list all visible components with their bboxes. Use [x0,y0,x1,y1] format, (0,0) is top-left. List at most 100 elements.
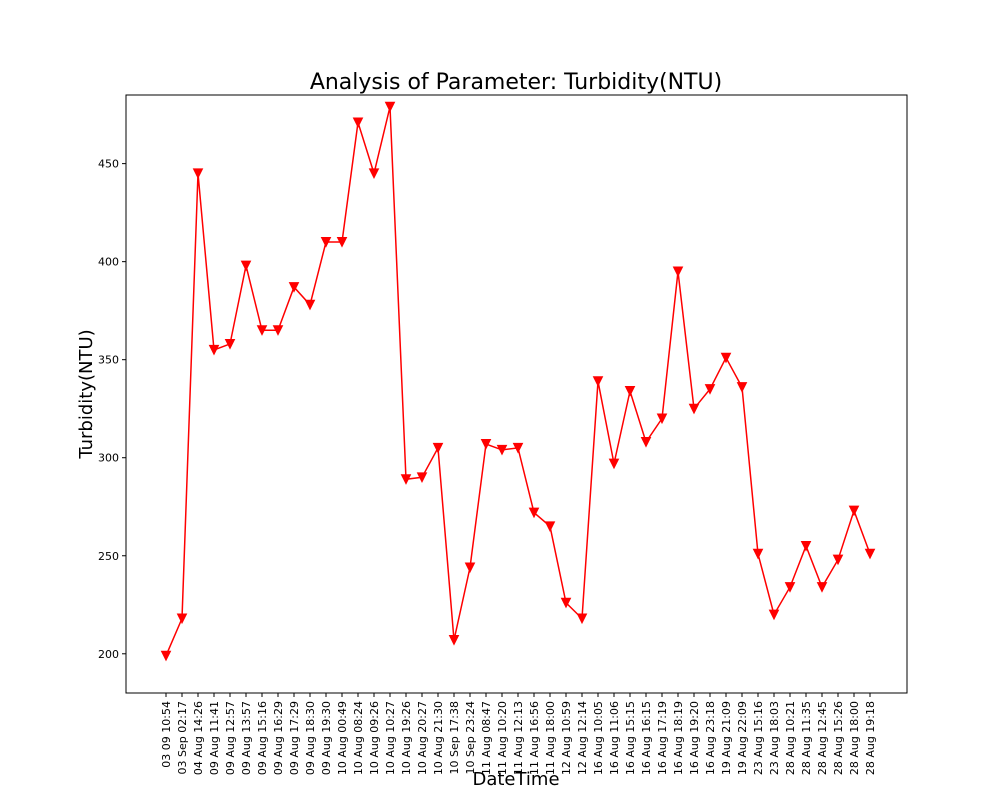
data-point-marker [272,325,284,336]
data-point-marker [560,597,572,609]
data-point-marker [544,521,556,532]
x-tick-label: 09 Aug 16:29 [272,701,285,775]
y-axis-label: Turbidity(NTU) [76,329,97,459]
chart-title: Analysis of Parameter: Turbidity(NTU) [310,70,722,95]
data-point-marker [608,458,620,470]
x-tick-label: 03 09 10:54 [160,701,173,768]
x-tick-label: 09 Aug 11:41 [208,701,221,775]
data-point-marker [352,117,364,129]
data-point-marker [816,582,828,593]
data-point-marker [640,437,652,448]
x-tick-label: 28 Aug 10:21 [784,701,797,775]
data-point-marker [256,325,268,336]
x-tick-label: 10 Aug 09:26 [368,701,381,775]
y-tick-label: 300 [98,452,119,465]
data-point-marker [704,384,716,395]
data-point-marker [576,613,588,625]
x-tick-label: 16 Aug 18:19 [672,701,685,775]
data-point-marker [592,376,604,387]
data-point-marker [464,562,476,574]
x-tick-label: 10 Aug 19:26 [400,701,413,775]
data-point-marker [832,554,844,566]
data-point-marker [304,299,316,311]
x-tick-label: 19 Aug 22:09 [736,701,749,775]
y-tick-label: 350 [98,354,119,367]
x-tick-label: 11 Aug 10:20 [496,701,509,775]
x-tick-label: 09 Aug 15:16 [256,701,269,775]
x-tick-label: 04 Aug 14:26 [192,701,205,775]
x-tick-label: 28 Aug 15:26 [832,701,845,775]
x-tick-label: 28 Aug 19:18 [864,701,877,775]
x-tick-label: 28 Aug 12:45 [816,701,829,775]
x-tick-label: 10 Aug 08:24 [352,701,365,775]
x-tick-label: 16 Aug 11:06 [608,701,621,775]
x-tick-label: 12 Aug 10:59 [560,701,573,775]
data-point-marker [528,507,540,519]
data-point-marker [624,386,636,397]
x-tick-label: 09 Aug 13:57 [240,701,253,775]
x-tick-label: 11 Aug 08:47 [480,701,493,775]
data-point-marker [192,168,204,180]
data-point-marker [672,266,684,278]
x-tick-label: 11 Aug 12:13 [512,701,525,775]
data-point-marker [752,548,764,560]
y-axis: 200 250 300 350 400 450 [98,158,126,661]
data-point-marker [720,352,732,364]
data-point-marker [432,442,444,454]
x-tick-label: 16 Aug 23:18 [704,701,717,775]
x-tick-label: 28 Aug 11:35 [800,701,813,775]
x-tick-label: 28 Aug 18:00 [848,701,861,775]
x-tick-label: 10 Aug 20:27 [416,701,429,775]
x-tick-label: 11 Aug 18:00 [544,701,557,775]
data-point-marker [496,444,508,456]
data-point-marker [160,650,172,662]
x-tick-label: 16 Aug 16:15 [640,701,653,775]
data-point-marker [240,260,252,272]
data-point-marker [416,472,428,483]
data-point-marker [784,582,796,593]
data-point-marker [320,237,332,248]
x-tick-label: 12 Aug 12:14 [576,701,589,775]
x-tick-label: 09 Aug 17:29 [288,701,301,775]
x-tick-label: 19 Aug 21:09 [720,701,733,775]
x-axis-label: DateTime [472,769,559,790]
data-point-marker [288,282,300,293]
plot-area [125,94,908,694]
x-tick-label: 09 Aug 12:57 [224,701,237,775]
x-tick-label: 16 Aug 10:05 [592,701,605,775]
x-tick-label: 10 Sep 17:38 [448,701,461,774]
data-point-marker [208,344,220,356]
x-tick-label: 09 Aug 19:30 [320,701,333,775]
x-tick-label: 23 Aug 15:16 [752,701,765,775]
data-point-marker [736,382,748,393]
data-point-marker [336,237,348,248]
data-point-marker [800,540,812,552]
series-markers [160,101,876,662]
data-point-marker [384,101,396,113]
x-tick-label: 11 Aug 16:56 [528,701,541,775]
x-tick-label: 23 Aug 18:03 [768,701,781,775]
y-tick-label: 200 [98,648,119,661]
x-tick-label: 10 Aug 21:30 [432,701,445,775]
x-tick-label: 09 Aug 18:30 [304,701,317,775]
x-tick-label: 10 Aug 10:27 [384,701,397,775]
x-tick-label: 10 Sep 23:24 [464,701,477,774]
x-tick-label: 16 Aug 19:20 [688,701,701,775]
x-tick-label: 10 Aug 00:49 [336,701,349,775]
x-tick-label: 16 Aug 17:19 [656,701,669,775]
x-tick-label: 16 Aug 15:15 [624,701,637,775]
data-point-marker [768,609,780,621]
data-point-marker [368,168,380,180]
data-point-marker [224,339,236,350]
y-tick-label: 400 [98,256,119,269]
data-point-marker [176,613,188,625]
data-point-marker [848,505,860,517]
data-point-marker [512,442,524,454]
data-point-marker [864,548,876,560]
data-point-marker [688,403,700,415]
data-point-marker [656,413,668,425]
x-axis: 03 09 10:54 03 Sep 02:17 04 Aug 14:26 09 Au… [160,693,877,775]
data-point-marker [448,635,460,646]
